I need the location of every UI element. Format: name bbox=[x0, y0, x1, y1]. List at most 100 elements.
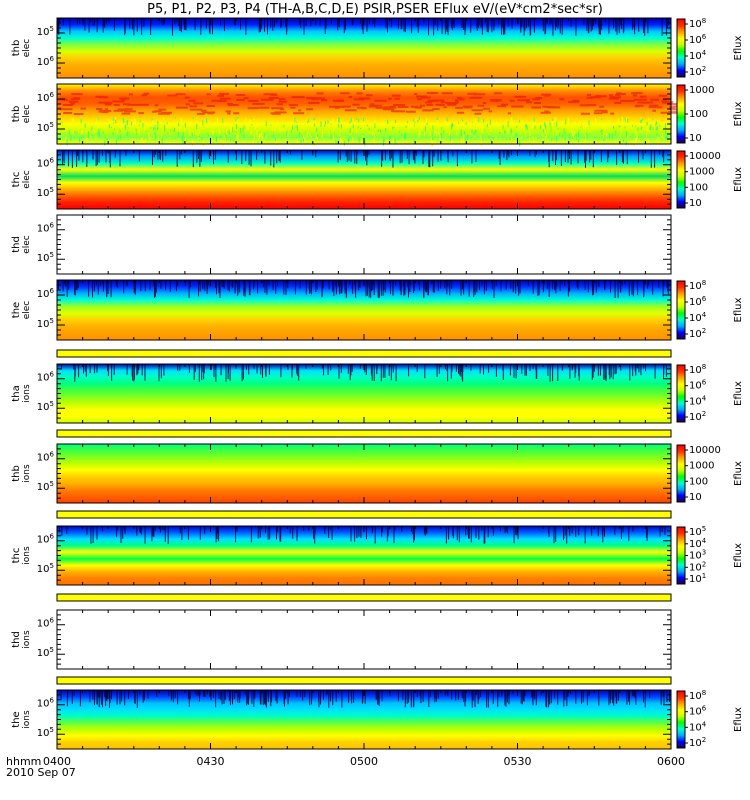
y-tick-label-upper: 106 bbox=[37, 451, 55, 464]
colorbar-tick-label: 102 bbox=[689, 65, 706, 78]
panel-label-probe: the bbox=[11, 711, 22, 727]
panel-label-probe: thc bbox=[11, 172, 22, 188]
panel-label-probe: thd bbox=[11, 631, 22, 648]
x-tick-label-0600: 0600 bbox=[657, 755, 685, 768]
panel-frame bbox=[56, 609, 672, 670]
panel-label-species: ions bbox=[22, 384, 32, 403]
time-axis-label: hhmm bbox=[6, 755, 42, 768]
separator-bar-5 bbox=[56, 676, 672, 685]
y-tick-label-lower: 105 bbox=[37, 646, 54, 659]
colorbar-tick-label: 1000 bbox=[689, 167, 714, 178]
y-tick-label-upper: 105 bbox=[37, 25, 54, 38]
panel-label-probe: the bbox=[11, 302, 22, 318]
colorbar-label: Eflux bbox=[733, 297, 744, 322]
panel-label-probe: thb bbox=[11, 465, 22, 482]
flux-noise-a bbox=[56, 117, 668, 147]
y-tick-label-lower: 105 bbox=[37, 186, 54, 199]
colorbar bbox=[676, 444, 686, 503]
colorbar-label: Eflux bbox=[733, 461, 744, 486]
axis-ticks bbox=[56, 18, 672, 78]
panel-label-species: ions bbox=[22, 710, 32, 729]
spectrogram-fill bbox=[57, 18, 671, 78]
colorbar-tick-label: 104 bbox=[689, 394, 707, 407]
x-tick-label-0530: 0530 bbox=[504, 755, 532, 768]
y-tick-label-lower: 105 bbox=[37, 251, 54, 264]
panel-thc-elec-3: 106 105 thc elec 10 100 1000 10000 Eflux bbox=[11, 149, 744, 210]
colorbar-tick-label: 104 bbox=[689, 720, 707, 733]
colorbar-tick-label: 106 bbox=[689, 295, 707, 308]
colorbar bbox=[676, 150, 686, 209]
panel-the-elec-5: 106 105 the elec 102 104 106 108 Eflux bbox=[11, 279, 744, 341]
y-tick-label-upper: 106 bbox=[37, 617, 55, 630]
colorbar-tick-label: 10000 bbox=[689, 445, 721, 456]
colorbar-label: Eflux bbox=[733, 167, 744, 192]
panel-label-probe: thd bbox=[11, 236, 22, 253]
colorbar-tick-label: 100 bbox=[689, 109, 708, 120]
flux-spikes bbox=[56, 150, 665, 168]
flux-noise-b bbox=[59, 117, 665, 147]
flux-spikes bbox=[61, 364, 667, 382]
y-tick-label-upper: 106 bbox=[37, 222, 55, 235]
flux-spikes bbox=[58, 280, 669, 298]
panel-label-species: elec bbox=[22, 170, 32, 189]
panel-label-probe: thc bbox=[11, 548, 22, 564]
spectrogram-fill bbox=[57, 690, 671, 749]
colorbar-tick-label: 102 bbox=[689, 736, 706, 749]
colorbar-tick-label: 106 bbox=[689, 379, 707, 392]
y-tick-label-lower: 105 bbox=[37, 480, 54, 493]
axis-ticks bbox=[56, 84, 672, 144]
colorbar-label: Eflux bbox=[733, 35, 744, 60]
colorbar bbox=[676, 280, 686, 340]
y-tick-label-upper: 106 bbox=[37, 697, 55, 710]
separator-bar-1 bbox=[56, 349, 672, 358]
y-tick-label-lower: 105 bbox=[37, 726, 54, 739]
separator-bar-4 bbox=[56, 593, 672, 602]
axis-ticks bbox=[56, 610, 672, 669]
panel-label-species: elec bbox=[22, 39, 32, 58]
axis-ticks bbox=[56, 364, 672, 423]
colorbar-tick-label: 100 bbox=[689, 182, 708, 193]
colorbar-tick-label: 101 bbox=[689, 572, 706, 585]
colorbar-tick-label: 108 bbox=[689, 689, 706, 702]
x-tick-label-0430: 0430 bbox=[197, 755, 225, 768]
colorbar bbox=[676, 526, 686, 585]
y-tick-label-upper: 106 bbox=[37, 533, 55, 546]
colorbar-tick-label: 106 bbox=[689, 705, 707, 718]
x-tick-label-0400: 0400 bbox=[43, 755, 71, 768]
panel-frame bbox=[56, 214, 672, 275]
panel-the-ions-10: 106 105 the ions 102 104 106 108 Eflux bbox=[11, 689, 744, 750]
y-tick-label-lower: 105 bbox=[37, 121, 54, 134]
panel-label-species: ions bbox=[22, 546, 32, 565]
flux-spikes bbox=[60, 690, 672, 708]
colorbar-tick-label: 102 bbox=[689, 327, 706, 340]
colorbar-tick-label: 1000 bbox=[689, 85, 714, 96]
colorbar bbox=[676, 18, 686, 78]
panel-thd-ions-9: 106 105 thd ions bbox=[11, 609, 672, 670]
colorbar-tick-label: 108 bbox=[689, 17, 706, 30]
spectrogram-fill bbox=[57, 526, 671, 585]
colorbar-tick-label: 10 bbox=[689, 492, 702, 503]
panel-thb-elec-2: 106 105 thb elec 10 100 1000 Eflux bbox=[11, 83, 744, 147]
separator-bar-2 bbox=[56, 429, 672, 438]
panel-label-probe: thb bbox=[11, 40, 22, 57]
colorbar-tick-label: 104 bbox=[689, 311, 707, 324]
axis-ticks bbox=[56, 444, 672, 503]
colorbar-tick-label: 1000 bbox=[689, 461, 714, 472]
panel-thb-elec-1: 105 106 thb elec 102 104 106 108 Eflux bbox=[11, 17, 744, 79]
separator-bar-3 bbox=[56, 510, 672, 519]
panel-label-species: elec bbox=[22, 105, 32, 124]
colorbar-label: Eflux bbox=[733, 543, 744, 568]
spectrogram-fill bbox=[57, 444, 671, 503]
colorbar-label: Eflux bbox=[733, 381, 744, 406]
axis-ticks bbox=[56, 150, 672, 209]
colorbar-tick-label: 10 bbox=[689, 133, 702, 144]
colorbar bbox=[676, 364, 686, 423]
colorbar-tick-label: 10 bbox=[689, 198, 702, 209]
axis-ticks bbox=[56, 215, 672, 274]
colorbar bbox=[676, 690, 686, 749]
colorbar-tick-label: 10000 bbox=[689, 151, 721, 162]
spectrogram-fill bbox=[57, 280, 671, 340]
y-tick-label-upper: 106 bbox=[37, 287, 55, 300]
